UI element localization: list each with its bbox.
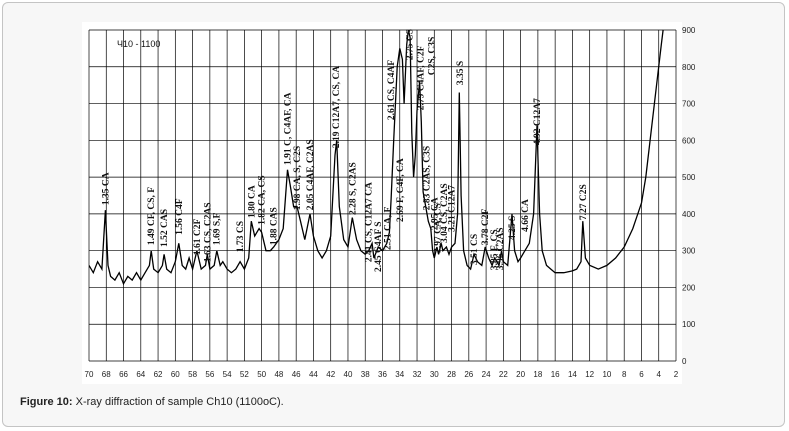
peak-label: C2S, C3S [428,37,438,76]
peak-label: 1.61 C2F [193,218,203,255]
peak-label: 1.69 S,F [213,212,223,245]
peak-label: 3.78 C2F [481,209,491,246]
peak-label: 2.51 CA, F [384,206,394,249]
x-tick-label: 10 [602,370,611,379]
peak-label: 2.05 C4AF, C2AS [306,139,316,210]
peak-label: 2.28 S, C2AS [348,162,358,215]
x-tick-label: 32 [413,370,422,379]
peak-label: 1.73 CS [236,221,246,252]
x-tick-label: 48 [274,370,283,379]
y-tick-label: 700 [682,100,696,109]
x-tick-label: 20 [516,370,525,379]
x-tick-label: 38 [361,370,370,379]
sample-label: Ч10 - 1100 [117,39,160,49]
x-tick-label: 36 [378,370,387,379]
peak-label: 1.98 CA, S, C2S [293,146,303,210]
x-tick-label: 56 [205,370,214,379]
x-tick-label: 16 [551,370,560,379]
peak-label: 1.35 CA [101,172,111,205]
caption: Figure 10: X-ray diffraction of sample C… [20,396,284,408]
peak-label: 2.61 CS, C4AF [387,60,397,120]
peak-label: 4.25 S [508,216,518,240]
peak-label: 2.75 CS [405,29,415,60]
peak-label: 1.82 CA, CS [258,175,268,225]
y-tick-label: 800 [682,63,696,72]
peak-label: 7.27 C2S [579,184,589,220]
peak-label: 1.63 CS, C2AS [203,202,213,262]
x-tick-label: 40 [344,370,353,379]
y-tick-label: 600 [682,136,696,145]
x-tick-label: 44 [309,370,318,379]
x-tick-label: 12 [585,370,594,379]
peak-label: 3.96 C2AS [496,227,506,270]
x-tick-label: 26 [464,370,473,379]
peak-label: 2.83 C2AS, C3S [423,146,433,210]
peak-label: 1.88 CAS [270,207,280,245]
y-tick-label: 500 [682,173,696,182]
x-tick-label: 54 [223,370,232,379]
x-tick-label: 62 [154,370,163,379]
x-tick-label: 42 [326,370,335,379]
peak-label: 2.45 C4AF S [374,221,384,272]
diffraction-trace [89,29,664,286]
x-tick-label: 30 [430,370,439,379]
peak-label: 1.52 CAS [160,209,170,247]
peak-label: 3.21 C12A7 [448,185,458,232]
x-tick-label: 2 [674,370,679,379]
peak-label: 2.19 C12A7, CS, CA [332,66,342,148]
x-tick-label: 64 [136,370,145,379]
peak-label: 2.41 CS, C12A7 CA [365,182,375,262]
x-tick-label: 8 [622,370,627,379]
peak-label: 2.97 CA, CS [434,203,444,253]
peak-label: 4.92 C12A7 [533,98,543,145]
peak-label: 2.69 F, C4F, CA [396,158,406,222]
y-tick-label: 200 [682,283,696,292]
x-tick-label: 34 [395,370,404,379]
caption-label: Figure 10: [20,396,73,408]
x-tick-label: 14 [568,370,577,379]
y-tick-label: 900 [682,26,696,35]
peak-label: 2.79 C4AF, C2F [416,45,426,110]
peak-label: 1.49 CF, CS, F [147,187,157,245]
y-tick-label: 300 [682,247,696,256]
peak-label: 1.91 C, C4AF, CA [284,92,294,165]
x-tick-label: 24 [482,370,491,379]
caption-text: X-ray diffraction of sample Ch10 (1100oC… [75,396,284,408]
peak-label: 1.56 C4F [175,198,185,235]
y-tick-label: 100 [682,320,696,329]
peak-label: 3.35 S [456,61,466,85]
peak-label: 2.95 CA [430,197,440,230]
x-tick-label: 58 [188,370,197,379]
peak-label: 1.80 CA [247,185,257,218]
x-tick-label: 66 [119,370,128,379]
peak-label: 3.04 CS, C2AS [440,183,450,243]
x-tick-label: 6 [639,370,644,379]
peak-label: 3.51 CS [470,234,480,265]
x-tick-label: 22 [499,370,508,379]
y-tick-label: 0 [682,357,687,366]
y-tick-label: 400 [682,210,696,219]
x-tick-label: 46 [292,370,301,379]
x-tick-label: 28 [447,370,456,379]
x-tick-label: 68 [102,370,111,379]
plot-background [82,22,682,384]
x-tick-label: 60 [171,370,180,379]
x-tick-label: 4 [657,370,662,379]
x-tick-label: 52 [240,370,249,379]
x-tick-label: 50 [257,370,266,379]
peak-label: 3.85 F, CS [490,229,500,270]
x-tick-label: 70 [85,370,94,379]
x-tick-label: 18 [533,370,542,379]
peak-label: 4.66 CA [521,199,531,232]
